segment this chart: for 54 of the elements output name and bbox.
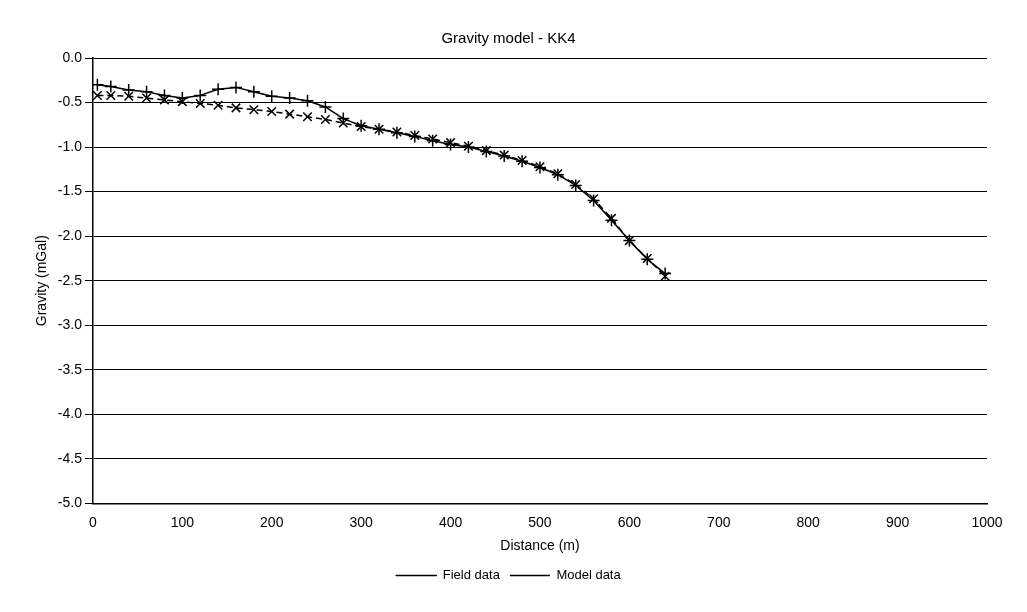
point	[658, 266, 672, 281]
point	[264, 89, 279, 104]
point	[104, 79, 118, 94]
x-tick-label: 600	[617, 513, 642, 530]
point	[318, 100, 333, 114]
point	[443, 137, 458, 152]
x-tick-label: 0	[89, 513, 98, 530]
point	[445, 137, 456, 148]
legend-label: Model data	[556, 567, 622, 583]
point	[336, 111, 351, 126]
point	[193, 88, 207, 103]
y-tick-label: -2.5	[57, 271, 83, 288]
point	[230, 102, 241, 113]
point	[320, 114, 331, 125]
x-tick-label: 200	[260, 513, 284, 530]
point	[195, 98, 206, 109]
point	[248, 104, 259, 115]
chart-title: Gravity model - KK4	[441, 29, 576, 47]
y-tick-label: -1.0	[57, 137, 83, 154]
point	[586, 193, 601, 208]
x-tick-label: 800	[796, 513, 821, 530]
point	[588, 193, 599, 204]
y-tick-label: -3.5	[57, 360, 83, 377]
legend-label: Field data	[442, 567, 501, 583]
point	[213, 100, 224, 111]
y-tick-label: -3.0	[57, 316, 83, 333]
y-tick-label: -5.0	[57, 494, 83, 511]
point	[284, 109, 295, 120]
point	[92, 77, 105, 92]
point	[211, 82, 225, 96]
point	[105, 90, 116, 101]
point	[302, 111, 313, 122]
y-tick-label: -4.5	[57, 449, 83, 466]
x-tick-label: 300	[349, 513, 374, 530]
y-axis-title: Gravity (mGal)	[33, 235, 50, 327]
x-axis-title: Distance (m)	[500, 537, 580, 554]
x-tick-label: 900	[885, 513, 910, 530]
y-tick-label: -0.5	[57, 93, 83, 110]
x-tick-label: 1000	[971, 513, 1003, 530]
x-tick-label: 700	[707, 513, 731, 530]
point	[282, 91, 297, 105]
point	[247, 85, 261, 99]
x-tick-label: 500	[528, 513, 552, 530]
point	[266, 106, 277, 117]
point	[157, 88, 172, 103]
point	[300, 94, 315, 108]
point	[175, 91, 190, 105]
y-tick-label: 0.0	[62, 48, 83, 65]
y-tick-label: -1.5	[57, 182, 83, 199]
y-tick-label: -4.0	[57, 405, 83, 422]
point	[229, 80, 243, 95]
x-tick-label: 400	[438, 513, 463, 530]
y-tick-label: -2.0	[57, 227, 83, 244]
x-tick-label: 100	[170, 513, 195, 530]
